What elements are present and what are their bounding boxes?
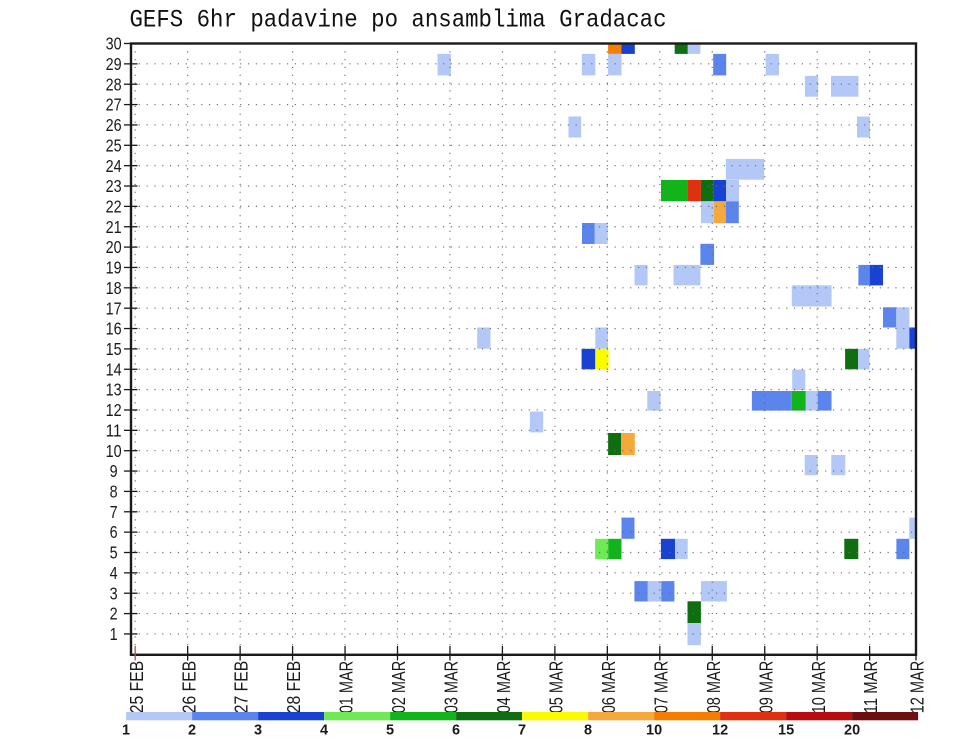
svg-text:03 MAR: 03 MAR [442, 661, 462, 714]
svg-text:10 MAR: 10 MAR [809, 661, 829, 714]
svg-text:26 FEB: 26 FEB [179, 661, 199, 714]
svg-text:4: 4 [110, 563, 118, 583]
svg-text:25: 25 [106, 135, 122, 155]
svg-text:28 FEB: 28 FEB [284, 661, 304, 714]
svg-text:15: 15 [778, 723, 794, 739]
svg-text:30: 30 [106, 34, 122, 54]
svg-text:8: 8 [584, 723, 592, 739]
svg-text:12 MAR: 12 MAR [908, 661, 928, 714]
svg-text:27 FEB: 27 FEB [232, 661, 252, 714]
svg-text:15: 15 [106, 339, 122, 359]
svg-text:1: 1 [110, 624, 118, 644]
svg-text:25 FEB: 25 FEB [127, 661, 147, 714]
svg-text:11: 11 [106, 420, 122, 440]
svg-text:24: 24 [106, 156, 122, 176]
svg-text:01 MAR: 01 MAR [337, 661, 357, 714]
svg-text:8: 8 [110, 482, 118, 502]
svg-text:20: 20 [844, 723, 860, 739]
svg-text:19: 19 [106, 258, 122, 278]
svg-text:2: 2 [188, 723, 196, 739]
svg-text:2: 2 [110, 604, 118, 624]
svg-text:7: 7 [110, 502, 118, 522]
svg-text:6: 6 [452, 723, 460, 739]
svg-text:5: 5 [110, 543, 118, 563]
svg-text:12: 12 [712, 723, 728, 739]
svg-text:16: 16 [106, 319, 122, 339]
svg-text:08 MAR: 08 MAR [704, 661, 724, 714]
svg-text:23: 23 [106, 176, 122, 196]
svg-text:5: 5 [386, 723, 394, 739]
svg-text:09 MAR: 09 MAR [756, 661, 776, 714]
svg-text:05 MAR: 05 MAR [546, 661, 566, 714]
svg-text:12: 12 [106, 400, 122, 420]
svg-text:9: 9 [110, 461, 118, 481]
svg-text:26: 26 [106, 115, 122, 135]
svg-text:17: 17 [106, 298, 122, 318]
svg-text:11 MAR: 11 MAR [861, 661, 881, 714]
svg-text:28: 28 [106, 74, 122, 94]
svg-text:3: 3 [110, 583, 118, 603]
svg-text:14: 14 [106, 359, 122, 379]
svg-text:20: 20 [106, 237, 122, 257]
svg-text:3: 3 [254, 723, 262, 739]
svg-text:04 MAR: 04 MAR [494, 661, 514, 714]
svg-text:02 MAR: 02 MAR [389, 661, 409, 714]
svg-text:6: 6 [110, 522, 118, 542]
svg-text:07 MAR: 07 MAR [651, 661, 671, 714]
svg-text:21: 21 [106, 217, 122, 237]
svg-text:1: 1 [122, 723, 130, 739]
svg-text:06 MAR: 06 MAR [599, 661, 619, 714]
svg-text:18: 18 [106, 278, 122, 298]
svg-text:4: 4 [320, 723, 328, 739]
svg-text:27: 27 [106, 95, 122, 115]
svg-text:29: 29 [106, 54, 122, 74]
svg-text:22: 22 [106, 196, 122, 216]
svg-text:10: 10 [106, 441, 122, 461]
svg-text:13: 13 [106, 380, 122, 400]
svg-text:GEFS 6hr padavine po ansamblim: GEFS 6hr padavine po ansamblima Gradacac [130, 7, 667, 34]
svg-text:7: 7 [518, 723, 526, 739]
svg-text:10: 10 [646, 723, 662, 739]
